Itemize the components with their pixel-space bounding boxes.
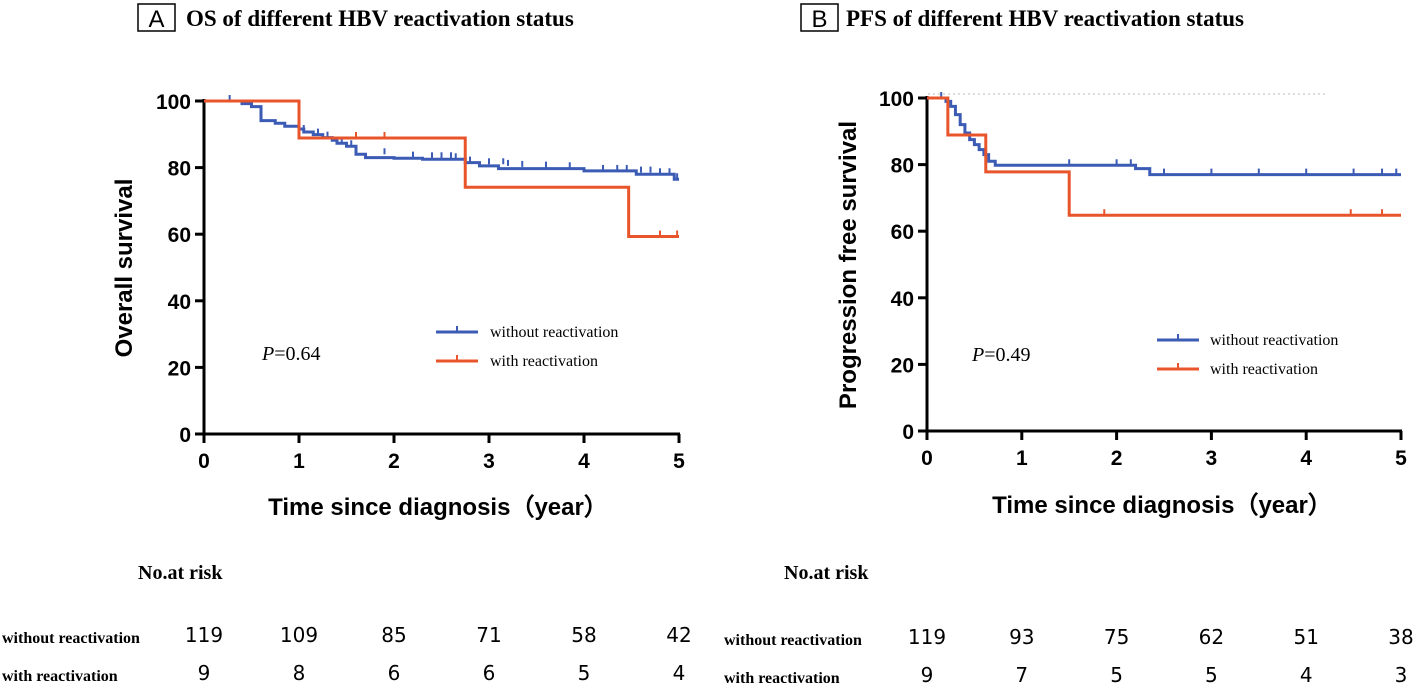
panel-a-legend-label-with: with reactivation xyxy=(490,353,598,370)
panel-a-x-axis-label: Time since diagnosis（year） xyxy=(268,494,608,521)
panel-b-series-line-without xyxy=(927,96,1401,177)
panel-b-risk-value-with: 3 xyxy=(1395,663,1408,685)
panel-b-y-tick-label: 0 xyxy=(902,421,914,444)
panel-a-risk-values: 119 109 85 71 58 42 9 8 6 6 5 4 xyxy=(185,623,692,685)
panel-a-x-tick-label: 4 xyxy=(578,450,590,473)
panel-b-risk-table: No.at risk without reactivation with rea… xyxy=(724,562,1414,685)
panel-b-y-tick-label: 60 xyxy=(891,221,914,244)
panel-b-series-line-with xyxy=(927,96,1401,217)
panel-a-risk-value-without: 85 xyxy=(381,623,406,647)
panel-a-y-tick-label: 60 xyxy=(168,224,191,247)
panel-b-x-tick-label: 0 xyxy=(921,447,933,470)
panel-b-p-label: P=0.49 xyxy=(971,344,1031,366)
panel-b-legend: without reactivation with reactivation xyxy=(1157,332,1338,378)
panel-a-letter: A xyxy=(148,6,164,33)
panel-a-letter-box xyxy=(137,3,176,32)
panel-a-x-tick-label: 0 xyxy=(198,450,210,473)
panel-b-risk-value-without: 51 xyxy=(1293,625,1318,649)
panel-a-risk-value-with: 8 xyxy=(293,661,306,685)
panel-b-legend-label-with: with reactivation xyxy=(1210,361,1318,378)
panel-a-y-axis-label: Overall survival xyxy=(111,179,138,358)
panel-a-y-tick-label: 40 xyxy=(168,291,191,314)
panel-b-x-tick-label: 4 xyxy=(1300,447,1312,470)
panel-a-y-tick-label: 80 xyxy=(168,158,191,181)
panel-b-legend-label-without: without reactivation xyxy=(1210,332,1338,349)
panel-b-y-tick-label: 20 xyxy=(891,354,914,377)
panel-a-x-tick-label: 1 xyxy=(293,450,305,473)
panel-b-risk-value-without: 62 xyxy=(1199,625,1224,649)
panel-b-risk-header: No.at risk xyxy=(784,562,869,584)
panel-a-title: OS of different HBV reactivation status xyxy=(186,6,574,31)
panel-b-x-axis-label: Time since diagnosis（year） xyxy=(992,492,1332,519)
panel-b-risk-value-with: 9 xyxy=(921,663,934,685)
panel-a-risk-value-with: 6 xyxy=(483,661,496,685)
panel-b-x-tick-label: 3 xyxy=(1206,447,1218,470)
panel-b-risk-values: 119 93 75 62 51 389 7 5 5 4 3 xyxy=(908,625,1414,685)
panel-b-y-tick-label: 40 xyxy=(891,288,914,311)
panel-b-y-tick-label: 80 xyxy=(891,155,914,178)
panel-a-legend-label-without: without reactivation xyxy=(490,324,618,341)
panel-a-risk-value-with: 5 xyxy=(578,661,591,685)
panel-a-y-tick-label: 0 xyxy=(179,424,191,447)
panel-b: B PFS of different HBV reactivation stat… xyxy=(724,3,1414,685)
panel-a-x-tick-label: 5 xyxy=(673,450,685,473)
panel-a-risk-value-without: 119 xyxy=(185,623,223,647)
panel-b-y-tick-label: 100 xyxy=(879,88,914,111)
panel-a-risk-value-without: 42 xyxy=(666,623,691,647)
panel-a-risk-value-without: 58 xyxy=(571,623,596,647)
panel-b-risk-value-without: 93 xyxy=(1009,625,1034,649)
panel-b-x-tick-label: 5 xyxy=(1395,447,1407,470)
panel-a-plot: 0 20 40 60 80 100 0 1 2 3 4 5 xyxy=(156,91,685,473)
panel-a-p-label: P=0.64 xyxy=(261,343,321,365)
panel-a-risk-value-without: 109 xyxy=(280,623,318,647)
panel-b-x-tick-label: 1 xyxy=(1016,447,1028,470)
panel-b-x-tick-label: 2 xyxy=(1111,447,1123,470)
panel-b-risk-row-label-without: without reactivation xyxy=(724,632,862,649)
panel-a-y-tick-label: 100 xyxy=(156,91,191,114)
panel-a-risk-header: No.at risk xyxy=(138,562,223,584)
panel-a: A OS of different HBV reactivation statu… xyxy=(2,3,692,685)
panel-b-risk-value-without: 75 xyxy=(1104,625,1129,649)
panel-a-risk-table: No.at risk without reactivation with rea… xyxy=(2,562,692,685)
panel-a-risk-row-label-without: without reactivation xyxy=(2,630,140,647)
panel-a-risk-value-with: 4 xyxy=(673,661,686,685)
panel-a-series-line-without xyxy=(204,99,679,181)
panel-b-plot: 0 20 40 60 80 100 0 1 2 3 4 5 xyxy=(879,88,1407,470)
panel-b-title: PFS of different HBV reactivation status xyxy=(846,6,1244,31)
panel-b-risk-value-with: 7 xyxy=(1015,663,1028,685)
panel-a-series-line-with xyxy=(204,99,679,239)
panel-b-risk-value-with: 4 xyxy=(1300,663,1313,685)
panel-a-risk-row-label-with: with reactivation xyxy=(2,668,118,685)
panel-a-x-tick-label: 2 xyxy=(388,450,400,473)
panel-b-y-axis-label: Progression free survival xyxy=(835,121,862,409)
panel-b-risk-value-with: 5 xyxy=(1110,663,1123,685)
panel-a-risk-value-with: 6 xyxy=(388,661,401,685)
panel-a-y-tick-label: 20 xyxy=(168,357,191,380)
panel-a-risk-value-without: 71 xyxy=(476,623,501,647)
panel-a-legend: without reactivation with reactivation xyxy=(436,324,618,370)
panel-b-letter-box xyxy=(800,3,839,32)
panel-a-risk-value-with: 9 xyxy=(198,661,211,685)
panel-b-risk-row-label-with: with reactivation xyxy=(724,670,840,685)
panel-a-x-tick-label: 3 xyxy=(483,450,495,473)
panel-b-risk-value-with: 5 xyxy=(1205,663,1218,685)
panel-b-risk-value-without: 119 xyxy=(908,625,946,649)
panel-b-risk-value-without: 38 xyxy=(1388,625,1413,649)
panel-b-letter: B xyxy=(811,6,827,33)
